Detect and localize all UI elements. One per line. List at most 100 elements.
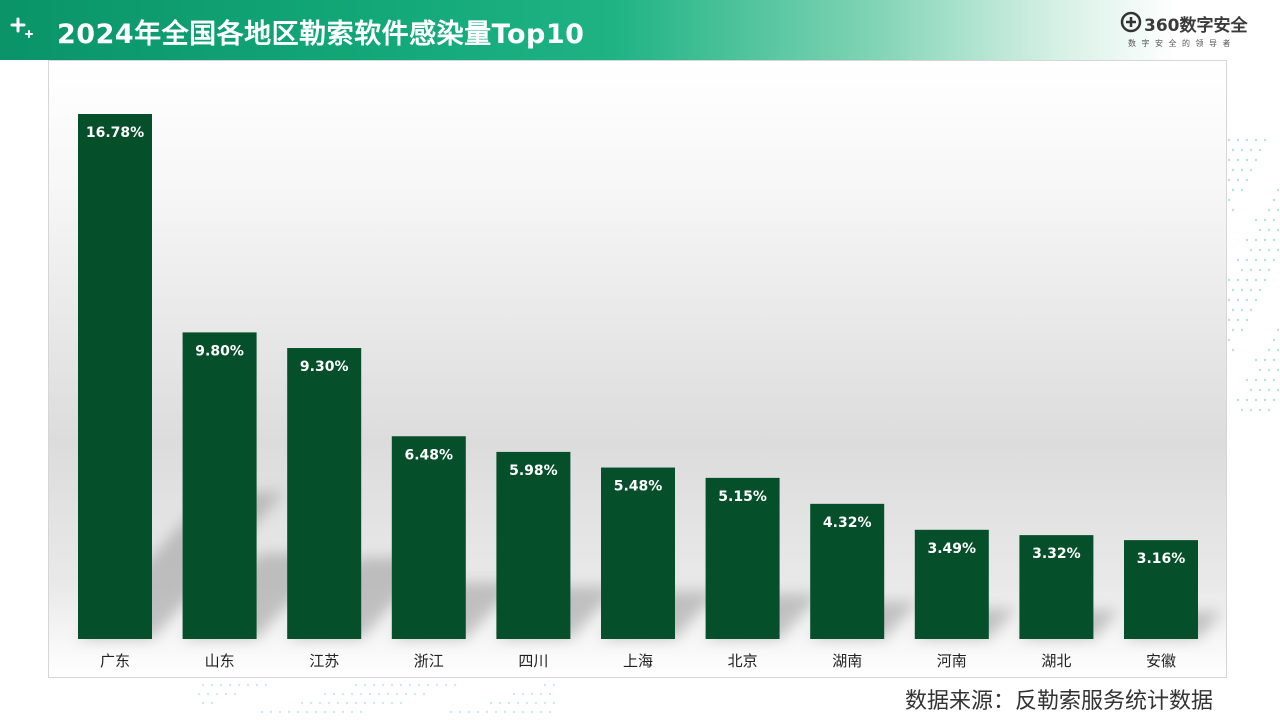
- decor-dot: [341, 692, 345, 696]
- bar-上海: [601, 467, 675, 639]
- decor-dot: [1254, 358, 1258, 362]
- decor-dot: [255, 683, 259, 687]
- decor-dot: [1267, 268, 1271, 272]
- decor-dot: [530, 710, 534, 714]
- decor-dot: [1231, 188, 1235, 192]
- decor-dot: [350, 692, 354, 696]
- decor-dot: [1236, 318, 1240, 322]
- x-tick-label: 山东: [205, 652, 235, 670]
- decor-dot: [1245, 158, 1249, 162]
- data-label: 5.98%: [509, 463, 558, 479]
- decor-dot: [1245, 178, 1249, 182]
- decor-dot: [1258, 388, 1262, 392]
- decor-dot: [539, 692, 543, 696]
- decor-dot: [368, 692, 372, 696]
- decor-dot: [1227, 318, 1231, 322]
- decor-dot: [354, 701, 358, 705]
- decor-dot: [260, 710, 264, 714]
- decor-dot: [444, 683, 448, 687]
- decor-dot: [1236, 138, 1240, 142]
- decor-dot: [381, 683, 385, 687]
- decor-dot: [305, 710, 309, 714]
- decor-dot: [1267, 228, 1271, 232]
- decor-dot: [332, 692, 336, 696]
- decor-dot: [449, 710, 453, 714]
- decor-dot: [1245, 378, 1249, 382]
- decor-dot: [237, 683, 241, 687]
- decor-dot: [485, 710, 489, 714]
- decor-dot: [1276, 388, 1280, 392]
- decor-dot: [1254, 398, 1258, 402]
- decor-dot: [507, 701, 511, 705]
- bar-河南: [914, 529, 989, 639]
- decor-dot: [512, 710, 516, 714]
- decor-dot: [210, 701, 214, 705]
- decor-dot: [201, 701, 205, 705]
- decor-dot: [1227, 198, 1231, 202]
- x-tick-label: 湖南: [832, 652, 862, 670]
- decor-dot: [1245, 238, 1249, 242]
- decor-dot: [1227, 158, 1231, 162]
- decor-dot: [309, 701, 313, 705]
- decor-dot: [341, 710, 345, 714]
- decor-dot: [1263, 238, 1267, 242]
- decor-dot: [1267, 408, 1271, 412]
- decor-dot: [224, 692, 228, 696]
- decor-dot: [552, 683, 555, 687]
- decor-dot: [408, 683, 412, 687]
- data-label: 6.48%: [405, 447, 454, 463]
- decor-dot: [548, 692, 552, 696]
- decor-dot: [1254, 158, 1258, 162]
- decor-dot: [1258, 408, 1262, 412]
- decor-dot: [1245, 398, 1249, 402]
- decor-dot: [318, 701, 322, 705]
- decor-dot: [426, 683, 430, 687]
- decor-dot: [363, 683, 367, 687]
- decorative-dots-bottom: [197, 674, 555, 714]
- decor-dot: [1245, 298, 1249, 302]
- decor-dot: [453, 683, 457, 687]
- decor-dot: [1263, 358, 1267, 362]
- data-label: 9.30%: [300, 359, 349, 375]
- decor-dot: [390, 701, 394, 705]
- decor-dot: [1267, 368, 1271, 372]
- decor-dot: [1249, 268, 1253, 272]
- decor-dot: [372, 683, 376, 687]
- data-label: 16.78%: [86, 125, 144, 141]
- x-tick-label: 上海: [623, 652, 653, 670]
- decor-dot: [1231, 148, 1235, 152]
- decor-dot: [1258, 228, 1262, 232]
- decor-dot: [210, 683, 214, 687]
- bar-湖南: [810, 503, 885, 639]
- decor-dot: [1227, 298, 1231, 302]
- decor-dot: [1276, 368, 1280, 372]
- decor-dot: [1240, 288, 1244, 292]
- decor-dot: [530, 692, 534, 696]
- x-tick-label: 浙江: [414, 652, 444, 670]
- decor-dot: [1231, 328, 1235, 332]
- decor-dot: [1276, 248, 1280, 252]
- decor-dot: [1272, 338, 1276, 342]
- decor-dot: [233, 692, 237, 696]
- decorative-dots-right: [1227, 138, 1280, 412]
- decor-dot: [215, 692, 219, 696]
- decor-dot: [1272, 398, 1276, 402]
- plus-icon: [10, 17, 33, 38]
- decor-dot: [1245, 318, 1249, 322]
- decor-dot: [1231, 208, 1235, 212]
- page-title: 2024年全国各地区勒索软件感染量Top10: [57, 19, 585, 50]
- decor-dot: [1272, 198, 1276, 202]
- x-tick-label: 安徽: [1146, 652, 1176, 670]
- decor-dot: [521, 692, 525, 696]
- decor-dot: [1272, 258, 1276, 262]
- data-label: 9.80%: [195, 343, 244, 359]
- decor-dot: [1249, 248, 1253, 252]
- brand-logo: 360数字安全 数字安全的领导者: [1120, 10, 1265, 52]
- decor-dot: [1258, 148, 1262, 152]
- decor-dot: [435, 683, 439, 687]
- bar-chart: 16.78% 广东 9.80% 山东 9.30% 江苏 6.48% 浙江 5.98% 四川 5.48…: [78, 114, 1223, 670]
- decor-dot: [1276, 228, 1280, 232]
- decor-dot: [1240, 408, 1244, 412]
- decor-dot: [345, 701, 349, 705]
- decor-dot: [1263, 398, 1267, 402]
